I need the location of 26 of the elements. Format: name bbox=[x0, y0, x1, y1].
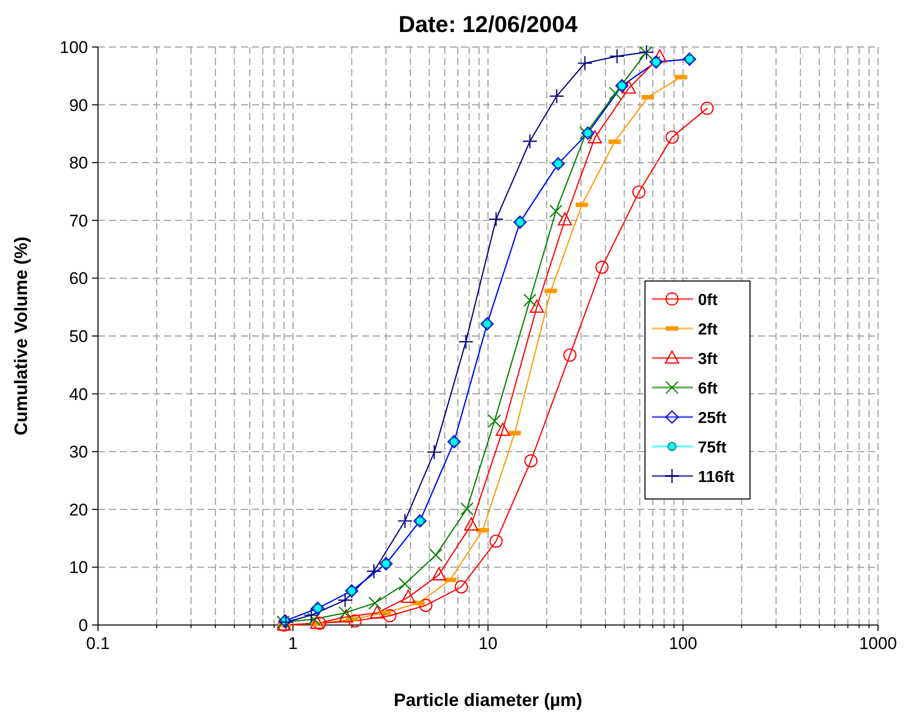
x-tick-label: 100 bbox=[668, 634, 698, 653]
legend-label: 25ft bbox=[698, 410, 728, 427]
legend-label: 75ft bbox=[698, 440, 728, 456]
y-tick-label: 100 bbox=[60, 38, 88, 57]
legend-label: 6ft bbox=[698, 380, 718, 398]
x-tick-label: 1000 bbox=[859, 634, 897, 653]
x-tick-label: 0.1 bbox=[86, 634, 110, 653]
y-tick-label: 30 bbox=[69, 442, 88, 462]
legend-label: 116ft bbox=[698, 469, 736, 486]
legend-label: 0ft bbox=[698, 292, 718, 309]
y-axis-title: Cumulative Volume (%) bbox=[11, 236, 31, 436]
x-tick-label: 1 bbox=[288, 634, 298, 653]
y-tick-label: 70 bbox=[69, 211, 88, 230]
y-tick-label: 80 bbox=[69, 154, 88, 173]
y-tick-label: 10 bbox=[69, 558, 88, 578]
y-tick-label: 60 bbox=[69, 269, 88, 288]
y-tick-label: 90 bbox=[69, 96, 88, 115]
legend-label: 2ft bbox=[698, 322, 718, 338]
y-tick-label: 50 bbox=[69, 327, 88, 346]
y-tick-label: 20 bbox=[69, 500, 88, 520]
x-tick-label: 10 bbox=[478, 634, 498, 653]
chart-title: Date: 12/06/2004 bbox=[398, 11, 578, 37]
x-axis-title: Particle diameter (µm) bbox=[394, 690, 582, 710]
y-tick-label: 0 bbox=[78, 616, 88, 635]
legend-label: 3ft bbox=[698, 351, 718, 368]
y-tick-label: 40 bbox=[69, 384, 88, 404]
